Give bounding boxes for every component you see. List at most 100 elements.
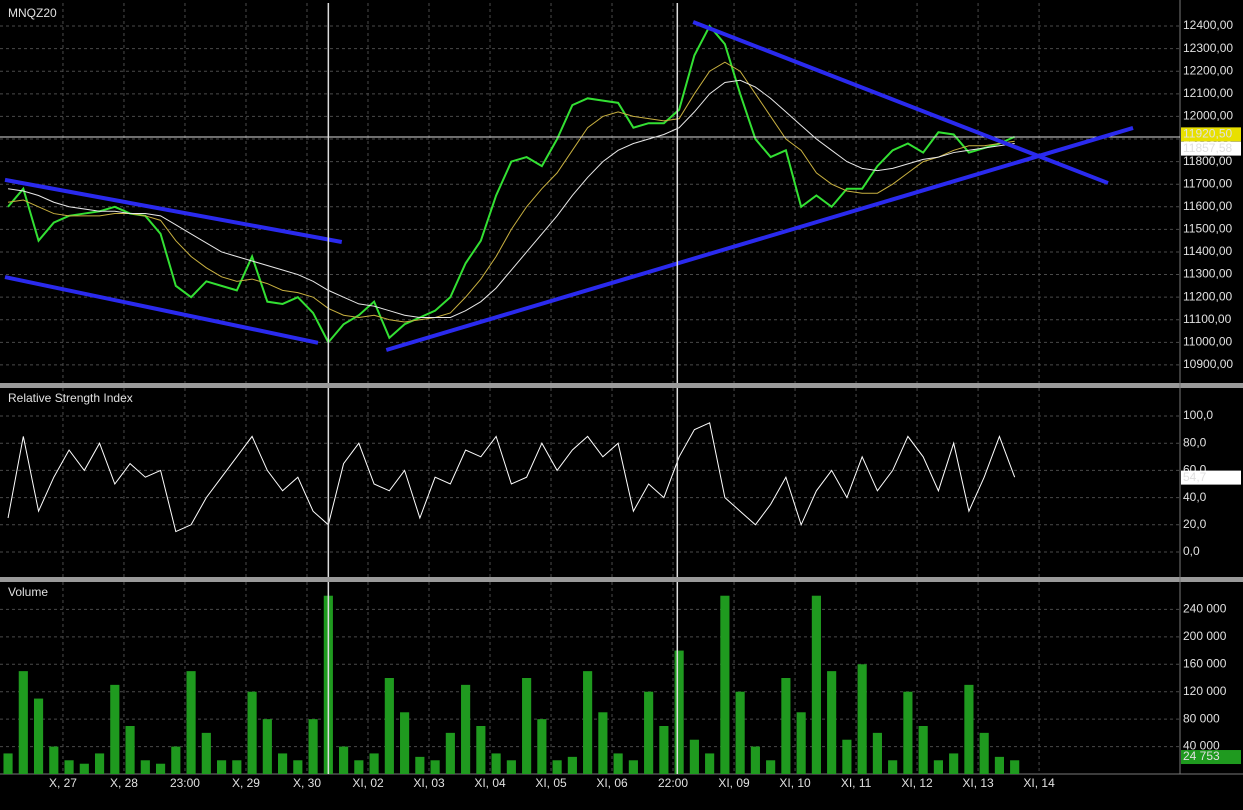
- y-tick-label: 12400,00: [1183, 18, 1233, 32]
- volume-bar: [415, 756, 425, 774]
- trendline: [692, 20, 1109, 185]
- y-tick-label: 11500,00: [1183, 222, 1232, 236]
- volume-bar: [766, 760, 776, 774]
- last-value-box: [1181, 470, 1241, 485]
- volume-bar: [506, 760, 516, 774]
- volume-bar: [796, 712, 806, 774]
- volume-bar: [278, 753, 288, 774]
- y-tick-label: 12000,00: [1183, 109, 1233, 123]
- volume-bar: [918, 726, 928, 774]
- volume-bar: [552, 760, 562, 774]
- y-tick-label: 12200,00: [1183, 63, 1233, 77]
- volume-bar: [171, 746, 181, 774]
- y-tick-label: 40 000: [1183, 739, 1220, 753]
- pane-title: Volume: [8, 585, 48, 599]
- volume-bar: [18, 671, 28, 774]
- volume-bar: [64, 760, 74, 774]
- y-tick-label: 12100,00: [1183, 86, 1233, 100]
- y-tick-label: 240 000: [1183, 602, 1227, 616]
- x-tick-label: XI, 06: [596, 776, 628, 790]
- x-tick-label: XI, 10: [779, 776, 811, 790]
- y-tick-label: 0,0: [1183, 544, 1200, 558]
- volume-bar: [857, 664, 867, 774]
- y-tick-label: 40,0: [1183, 490, 1207, 504]
- x-tick-label: XI, 04: [474, 776, 506, 790]
- y-tick-label: 160 000: [1183, 656, 1227, 670]
- y-tick-label: 11100,00: [1183, 312, 1232, 326]
- volume-bar: [613, 753, 623, 774]
- volume-bar: [461, 684, 471, 774]
- y-tick-label: 80 000: [1183, 711, 1220, 725]
- volume-bar: [1010, 760, 1020, 774]
- last-value-box: [1181, 127, 1241, 142]
- volume-bar: [979, 732, 989, 774]
- trendline: [4, 275, 319, 345]
- y-tick-label: 11400,00: [1183, 244, 1232, 258]
- volume-bar: [888, 760, 898, 774]
- y-tick-label: 12300,00: [1183, 41, 1233, 55]
- x-tick-label: 22:00: [658, 776, 688, 790]
- last-value-box: [1181, 141, 1241, 156]
- y-tick-label: 11000,00: [1183, 335, 1232, 349]
- x-tick-label: XI, 03: [413, 776, 445, 790]
- volume-bar: [720, 595, 730, 774]
- last-value-label: 24 753: [1183, 749, 1220, 763]
- x-tick-label: XI, 12: [901, 776, 933, 790]
- y-tick-label: 11300,00: [1183, 267, 1232, 281]
- pane-title: Relative Strength Index: [8, 391, 133, 405]
- volume-bar: [583, 671, 593, 774]
- y-tick-label: 100,0: [1183, 408, 1213, 422]
- last-value-label: 54,7: [1183, 470, 1207, 484]
- volume-bar: [644, 691, 654, 774]
- volume-bar: [781, 678, 791, 774]
- trendline: [4, 177, 343, 244]
- volume-bar: [79, 763, 89, 774]
- volume-bar: [811, 595, 821, 774]
- volume-bar: [369, 753, 379, 774]
- pane-separator: [0, 383, 1243, 388]
- x-tick-label: XI, 11: [841, 776, 872, 790]
- volume-bar: [476, 726, 486, 774]
- volume-bar: [964, 684, 974, 774]
- volume-bar: [598, 712, 608, 774]
- volume-bar: [140, 760, 150, 774]
- volume-bar: [933, 760, 943, 774]
- last-value-box: [1181, 750, 1241, 765]
- volume-bar: [384, 678, 394, 774]
- x-tick-label: X, 27: [49, 776, 77, 790]
- volume-bar: [827, 671, 837, 774]
- volume-bar: [3, 753, 13, 774]
- volume-bar: [567, 756, 577, 774]
- volume-bar: [430, 760, 440, 774]
- volume-bar: [750, 746, 760, 774]
- volume-bar: [293, 760, 303, 774]
- volume-bar: [735, 691, 745, 774]
- volume-bar: [125, 726, 135, 774]
- series-line: [7, 79, 1015, 318]
- volume-bar: [186, 671, 196, 774]
- volume-bar: [308, 719, 318, 774]
- x-tick-label: X, 28: [110, 776, 138, 790]
- volume-bar: [994, 756, 1004, 774]
- volume-bar: [659, 726, 669, 774]
- y-tick-label: 10900,00: [1183, 357, 1233, 371]
- volume-bar: [445, 732, 455, 774]
- volume-bar: [842, 739, 852, 774]
- y-tick-label: 11600,00: [1183, 199, 1232, 213]
- volume-bar: [903, 691, 913, 774]
- y-tick-label: 11700,00: [1183, 176, 1232, 190]
- x-tick-label: X, 30: [293, 776, 321, 790]
- volume-bar: [491, 753, 501, 774]
- x-tick-label: 23:00: [170, 776, 200, 790]
- series-line: [7, 24, 1016, 345]
- volume-bar: [339, 746, 349, 774]
- volume-bar: [689, 739, 699, 774]
- volume-bar: [155, 763, 166, 774]
- y-tick-label: 20,0: [1183, 517, 1207, 531]
- volume-bar: [232, 760, 242, 774]
- trendline: [385, 126, 1134, 352]
- x-tick-label: XI, 05: [535, 776, 567, 790]
- x-tick-label: XI, 13: [962, 776, 994, 790]
- series-line: [7, 61, 1015, 323]
- last-value-label: 11857,58: [1183, 141, 1232, 155]
